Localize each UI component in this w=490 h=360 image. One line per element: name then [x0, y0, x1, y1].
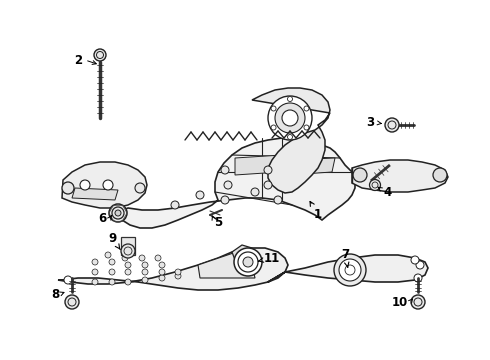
Circle shape	[274, 196, 282, 204]
Circle shape	[251, 188, 259, 196]
Circle shape	[139, 255, 145, 261]
Circle shape	[122, 255, 128, 261]
Polygon shape	[252, 88, 330, 193]
Circle shape	[105, 252, 111, 258]
Circle shape	[275, 103, 305, 133]
Circle shape	[64, 276, 72, 284]
Circle shape	[92, 269, 98, 275]
Text: 4: 4	[384, 185, 392, 198]
Circle shape	[62, 182, 74, 194]
Circle shape	[282, 110, 298, 126]
Polygon shape	[352, 160, 448, 192]
Text: 8: 8	[51, 288, 59, 302]
Circle shape	[264, 166, 272, 174]
Circle shape	[125, 262, 131, 268]
Circle shape	[243, 257, 253, 267]
Circle shape	[159, 275, 165, 281]
Circle shape	[196, 191, 204, 199]
Text: 5: 5	[214, 216, 222, 229]
Bar	[121, 237, 135, 255]
Circle shape	[155, 255, 161, 261]
Circle shape	[135, 183, 145, 193]
Polygon shape	[62, 162, 147, 208]
Circle shape	[411, 256, 419, 264]
Circle shape	[159, 269, 165, 275]
Polygon shape	[288, 158, 335, 175]
Text: 7: 7	[341, 248, 349, 267]
Polygon shape	[198, 248, 255, 278]
Circle shape	[411, 295, 425, 309]
Circle shape	[353, 168, 367, 182]
Circle shape	[304, 106, 309, 111]
Circle shape	[385, 118, 399, 132]
Circle shape	[103, 180, 113, 190]
Circle shape	[171, 201, 179, 209]
Circle shape	[234, 248, 262, 276]
Circle shape	[142, 269, 148, 275]
Circle shape	[268, 96, 312, 140]
Circle shape	[288, 135, 293, 139]
Circle shape	[175, 269, 181, 275]
Polygon shape	[232, 245, 252, 268]
Circle shape	[433, 168, 447, 182]
Circle shape	[414, 274, 422, 282]
Circle shape	[121, 244, 135, 258]
Circle shape	[271, 106, 276, 111]
Circle shape	[221, 196, 229, 204]
Circle shape	[224, 181, 232, 189]
Circle shape	[264, 181, 272, 189]
Polygon shape	[235, 155, 282, 175]
Circle shape	[221, 166, 229, 174]
Text: 10: 10	[392, 296, 408, 309]
Circle shape	[65, 295, 79, 309]
Circle shape	[142, 277, 148, 283]
Circle shape	[109, 269, 115, 275]
Polygon shape	[58, 248, 428, 290]
Circle shape	[92, 279, 98, 285]
Polygon shape	[72, 188, 118, 200]
Circle shape	[334, 254, 366, 286]
Circle shape	[125, 279, 131, 285]
Text: 1: 1	[310, 202, 322, 221]
Circle shape	[109, 259, 115, 265]
Text: 3: 3	[366, 116, 374, 129]
Circle shape	[175, 273, 181, 279]
Circle shape	[339, 259, 361, 281]
Circle shape	[92, 259, 98, 265]
Circle shape	[115, 210, 121, 216]
Circle shape	[271, 125, 276, 130]
Text: 11: 11	[258, 252, 280, 265]
Circle shape	[125, 269, 131, 275]
Polygon shape	[117, 138, 355, 228]
Circle shape	[416, 261, 424, 269]
Circle shape	[159, 262, 165, 268]
Text: 2: 2	[74, 54, 82, 67]
Text: 6: 6	[98, 211, 106, 225]
Circle shape	[109, 204, 127, 222]
Circle shape	[304, 125, 309, 130]
Circle shape	[369, 180, 381, 190]
Circle shape	[142, 262, 148, 268]
Circle shape	[94, 49, 106, 61]
Text: 9: 9	[108, 231, 120, 249]
Circle shape	[288, 96, 293, 102]
Circle shape	[80, 180, 90, 190]
Circle shape	[109, 279, 115, 285]
